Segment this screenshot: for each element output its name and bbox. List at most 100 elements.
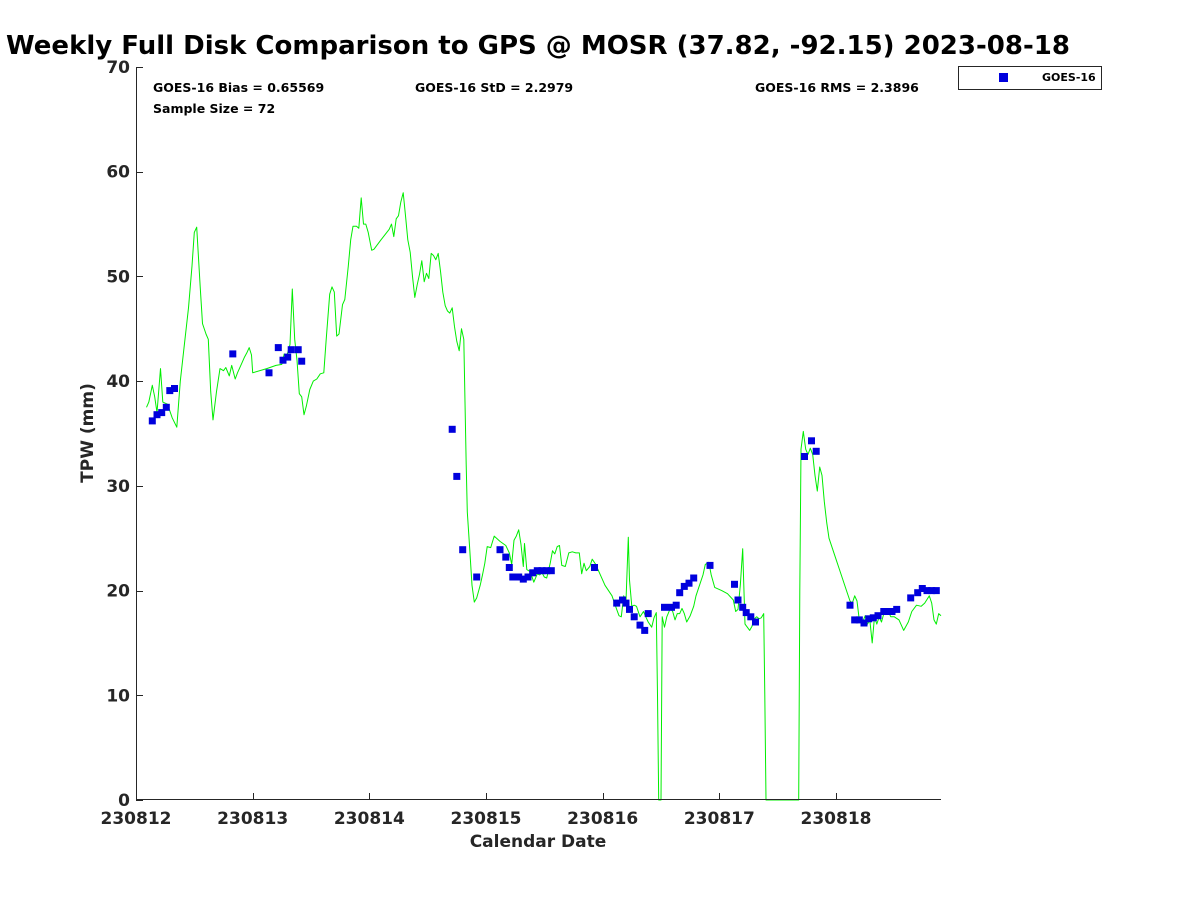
goes16-point: [752, 618, 759, 626]
goes16-point: [630, 613, 638, 621]
y-tick-label: 30: [106, 477, 130, 497]
goes16-point: [591, 564, 598, 571]
goes16-point: [731, 580, 738, 588]
goes16-point: [672, 601, 680, 609]
plot-area: [136, 67, 941, 800]
goes16-point: [162, 403, 170, 411]
x-ticks: 230812 230813 230814 230815 230816 230817 2308…: [101, 793, 872, 829]
goes16-point: [801, 453, 808, 460]
stats-block: GOES-16 Bias = 0.65569 GOES-16 StD = 2.2…: [153, 80, 919, 116]
goes16-point: [932, 587, 940, 595]
goes16-point: [668, 603, 675, 611]
goes16-point: [855, 616, 863, 624]
goes16-point: [680, 582, 688, 590]
axes-lines: [136, 67, 941, 800]
goes16-point: [734, 596, 742, 604]
goes16-point: [158, 409, 166, 417]
goes16-point: [869, 614, 877, 622]
x-tick-label: 230814: [334, 809, 405, 829]
goes16-point: [661, 603, 668, 611]
goes16-point: [515, 573, 523, 581]
goes16-point: [448, 425, 456, 433]
goes16-point: [928, 587, 936, 595]
goes16-point: [914, 589, 922, 597]
goes16-point: [613, 599, 621, 607]
goes16-point: [874, 612, 882, 620]
goes16-point: [812, 447, 820, 455]
goes16-point: [298, 357, 306, 365]
legend-marker-goes16: [999, 73, 1008, 82]
goes16-point: [644, 610, 652, 618]
y-axis-label: TPW (mm): [78, 383, 98, 483]
goes16-point: [287, 346, 295, 354]
goes16-point: [265, 369, 273, 377]
goes16-point: [502, 553, 510, 561]
goes16-point: [279, 356, 287, 364]
x-tick-label: 230815: [451, 809, 522, 829]
x-tick-label: 230818: [801, 809, 872, 829]
goes16-point: [284, 353, 292, 361]
sample-size-stat: Sample Size = 72: [153, 101, 275, 116]
goes16-point: [459, 546, 467, 554]
y-ticks: 0 10 20 30 40 50 60 70: [106, 58, 143, 811]
goes16-point: [706, 561, 714, 569]
goes16-point: [524, 573, 532, 581]
bias-stat: GOES-16 Bias = 0.65569: [153, 80, 324, 95]
goes16-point: [893, 605, 901, 613]
goes16-point: [274, 344, 282, 352]
goes16-point: [509, 573, 517, 581]
axes-frame: [136, 67, 941, 800]
x-axis-label: Calendar Date: [470, 832, 607, 852]
goes16-point: [153, 411, 161, 419]
legend-label-goes16: GOES-16: [1042, 71, 1096, 84]
goes16-point: [294, 346, 302, 354]
goes16-point: [685, 579, 693, 587]
goes16-point: [626, 605, 633, 613]
goes16-point: [171, 385, 178, 392]
legend: GOES-16: [958, 66, 1102, 90]
y-tick-label: 60: [106, 163, 130, 183]
goes16-point: [505, 564, 513, 571]
goes16-point: [641, 626, 649, 634]
goes16-point: [690, 574, 698, 582]
x-tick-label: 230816: [567, 809, 638, 829]
y-tick-label: 20: [106, 582, 130, 602]
goes16-point: [148, 417, 156, 425]
goes16-point: [622, 599, 630, 607]
legend-box: [958, 66, 1102, 90]
y-tick-label: 40: [106, 372, 130, 392]
goes16-point: [742, 609, 750, 617]
goes16-point: [529, 569, 537, 577]
goes16-point: [453, 472, 461, 480]
goes16-point: [923, 587, 931, 595]
std-stat: GOES-16 StD = 2.2979: [415, 80, 573, 95]
goes16-point: [538, 567, 546, 575]
goes16-point: [496, 546, 504, 554]
goes16-point: [229, 350, 237, 358]
goes16-point: [851, 616, 859, 624]
goes16-point: [880, 608, 888, 615]
goes16-point: [747, 613, 755, 621]
goes16-point: [918, 585, 926, 592]
goes16-point: [636, 621, 644, 629]
goes16-series: [148, 344, 940, 634]
rms-stat: GOES-16 RMS = 2.3896: [755, 80, 919, 95]
goes16-point: [888, 608, 896, 615]
x-tick-label: 230812: [101, 809, 172, 829]
y-tick-label: 10: [106, 686, 130, 706]
goes16-point: [808, 437, 815, 445]
y-tick-label: 50: [106, 267, 130, 287]
goes16-point: [676, 589, 684, 597]
goes16-point: [547, 567, 555, 575]
y-tick-label: 70: [106, 58, 130, 78]
goes16-point: [739, 603, 747, 611]
goes16-point: [865, 615, 873, 623]
goes16-point: [166, 387, 174, 395]
goes16-point: [846, 601, 854, 609]
chart-title: Weekly Full Disk Comparison to GPS @ MOS…: [6, 31, 1070, 61]
goes16-point: [860, 619, 868, 627]
goes16-point: [907, 594, 915, 602]
goes16-point: [533, 567, 541, 575]
goes16-point: [519, 575, 527, 583]
